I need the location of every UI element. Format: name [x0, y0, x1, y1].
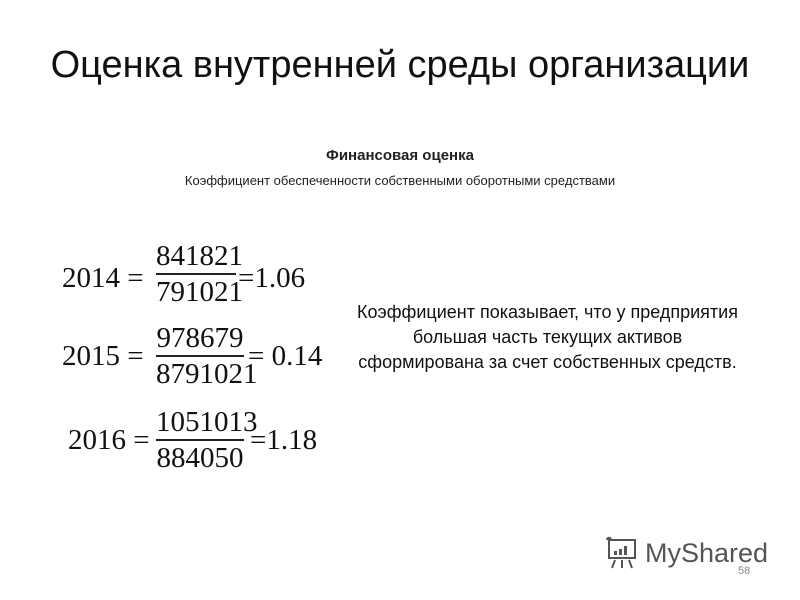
equation-result: =1.18: [250, 424, 318, 456]
page-number: 58: [738, 565, 751, 577]
fraction: 978679 8791021: [156, 322, 258, 390]
equation-result: = 0.14: [248, 340, 323, 372]
fraction: 1051013 884050: [156, 406, 258, 474]
fraction-bar: [156, 355, 244, 357]
numerator: 1051013: [156, 406, 258, 438]
numerator: 978679: [156, 322, 244, 354]
denominator: 8791021: [156, 357, 258, 390]
equation-year: 2014 =: [62, 262, 144, 294]
fraction-bar: [156, 273, 236, 275]
equation-year: 2016 =: [68, 424, 150, 456]
slide-subtitle: Финансовая оценка: [326, 147, 474, 164]
fraction-bar: [156, 439, 244, 441]
numerator: 841821: [156, 240, 243, 272]
description-text: Коэффициент показывает, что у предприяти…: [357, 302, 738, 372]
denominator: 791021: [156, 275, 243, 308]
slide-caption: Коэффициент обеспеченности собственными …: [184, 173, 616, 188]
equation-year: 2015 =: [62, 340, 144, 372]
equation-result: =1.06: [238, 262, 306, 294]
fraction: 841821 791021: [156, 240, 243, 308]
denominator: 884050: [156, 441, 244, 474]
watermark-logo: MyShared: [605, 536, 768, 570]
presentation-board-icon: [606, 536, 636, 569]
slide-title: Оценка внутренней среды организации: [50, 44, 750, 86]
watermark-text: MyShared: [645, 537, 769, 568]
